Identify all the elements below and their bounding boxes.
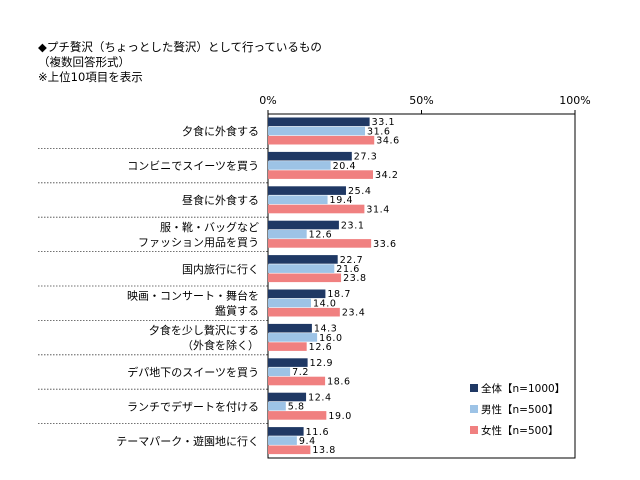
category-label: 鑑賞する [215,304,259,318]
data-label: 23.1 [341,220,365,231]
legend-label: 女性【n=500】 [481,424,559,437]
category-label: 夕食に外食する [182,124,259,138]
bar [268,135,375,145]
category-label: コンビニでスイーツを買う [127,160,259,173]
bar [268,126,366,136]
category-label: （外食を除く） [182,338,259,352]
data-label: 9.4 [299,436,316,447]
chart-note: ※上位10項目を表示 [38,70,143,84]
bar [268,427,304,436]
bar [268,333,318,342]
x-tick-label: 0% [259,94,276,107]
bar [268,220,339,230]
bar [268,289,326,299]
legend-swatch [470,426,478,434]
bar [268,229,307,239]
bar [268,239,372,248]
data-label: 18.7 [327,289,351,300]
bar [268,264,335,273]
category-label: ファッション用品を買う [138,236,259,249]
data-label: 33.1 [372,117,396,128]
bar [268,376,326,386]
data-label: 25.4 [348,186,372,197]
bar [268,392,307,402]
bar [268,436,297,445]
bar [268,195,328,205]
data-label: 7.2 [292,367,309,378]
data-label: 19.4 [330,195,354,206]
data-label: 19.0 [328,411,352,422]
bar [268,307,340,317]
bar [268,358,308,367]
data-label: 22.7 [340,255,364,266]
data-label: 21.6 [336,264,360,275]
data-label: 31.4 [366,204,390,215]
bar [268,255,338,264]
data-label: 12.4 [308,392,332,403]
category-label: ランチでデザートを付ける [127,399,259,413]
chart-title: ◆プチ贅沢（ちょっとした贅沢）として行っているもの [38,40,322,54]
bar [268,411,327,420]
data-label: 14.0 [313,298,337,309]
bar [268,401,286,411]
legend-swatch [470,384,478,392]
data-label: 23.8 [343,273,367,284]
legend-swatch [470,405,478,413]
data-label: 12.6 [309,342,333,353]
bar [268,117,370,127]
category-label: 夕食を少し贅沢にする [149,323,259,337]
data-label: 5.8 [288,402,305,413]
x-tick-label: 50% [409,94,433,107]
bar [268,273,342,283]
data-label: 12.9 [310,358,334,369]
bar [268,204,365,214]
data-label: 27.3 [354,152,378,163]
category-label: 服・靴・バッグなど [160,220,259,234]
data-label: 34.6 [376,136,400,147]
legend-label: 男性【n=500】 [481,403,559,416]
category-label: デパ地下のスイーツを買う [127,365,259,379]
data-label: 23.4 [342,308,366,319]
bar [268,445,311,455]
bar [268,298,311,308]
bar [268,367,291,377]
legend-label: 全体【n=1000】 [481,382,565,395]
data-label: 31.6 [367,126,391,137]
data-label: 33.6 [373,239,397,250]
bar [268,151,352,161]
category-label: テーマパーク・遊園地に行く [116,434,259,448]
chart-title-block: ◆プチ贅沢（ちょっとした贅沢）として行っているもの （複数回答形式） ※上位10… [38,40,322,85]
data-label: 12.6 [309,230,333,241]
x-tick-label: 100% [559,94,590,107]
data-label: 16.0 [319,333,343,344]
data-label: 34.2 [375,170,399,181]
bar [268,323,312,333]
bar [268,161,331,170]
bar [268,342,307,351]
bar [268,170,373,179]
data-label: 20.4 [333,161,357,172]
category-label: 映画・コンサート・舞台を [127,289,259,303]
category-label: 国内旅行に行く [182,262,259,276]
data-label: 11.6 [306,427,330,438]
category-label: 昼食に外食する [182,193,259,207]
bar [268,186,346,195]
chart-subtitle: （複数回答形式） [38,55,130,69]
data-label: 14.3 [314,324,338,335]
data-label: 18.6 [327,376,351,387]
data-label: 13.8 [312,445,336,456]
